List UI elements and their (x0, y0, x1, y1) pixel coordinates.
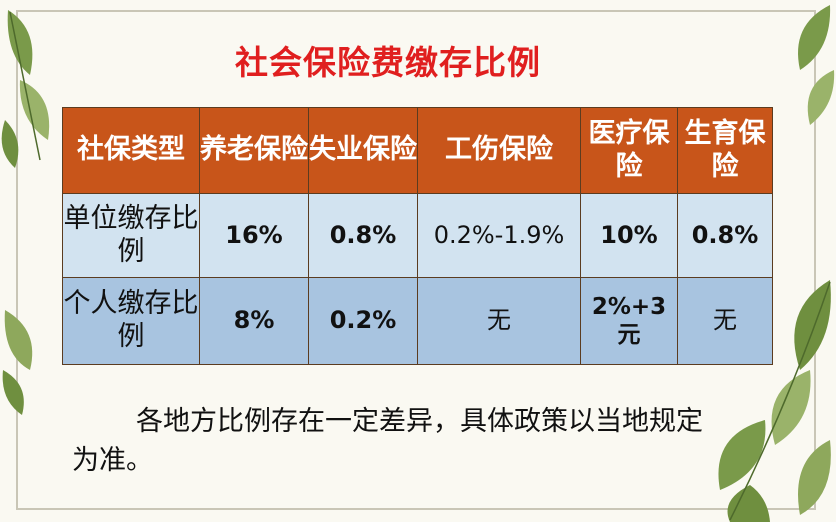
cell-employer-unemployment: 0.8% (308, 193, 418, 278)
policy-note: 各地方比例存在一定差异，具体政策以当地规定为准。 (72, 406, 703, 477)
page-title: 社会保险费缴存比例 (235, 43, 541, 82)
slide-frame (16, 10, 816, 510)
header-cell-unemployment: 失业保险 (308, 107, 418, 194)
cell-employer-injury: 0.2%-1.9% (417, 193, 581, 278)
cell-employer-medical: 10% (580, 193, 678, 278)
cell-individual-medical: 2%+3元 (580, 277, 678, 365)
cell-individual-maternity: 无 (677, 277, 773, 365)
cell-individual-unemployment: 0.2% (308, 277, 418, 365)
table-row: 个人缴存比例 8% 0.2% 无 2%+3元 无 (62, 277, 773, 365)
header-cell-injury: 工伤保险 (417, 107, 581, 194)
cell-employer-pension: 16% (199, 193, 309, 278)
header-cell-medical: 医疗保险 (580, 107, 678, 194)
insurance-ratio-table: 社保类型 养老保险 失业保险 工伤保险 医疗保险 生育保险 单位缴存比例 16%… (62, 107, 773, 365)
header-cell-maternity: 生育保险 (677, 107, 773, 194)
row-label-individual: 个人缴存比例 (62, 277, 200, 365)
table-header-row: 社保类型 养老保险 失业保险 工伤保险 医疗保险 生育保险 (62, 107, 773, 194)
cell-employer-maternity: 0.8% (677, 193, 773, 278)
row-label-employer: 单位缴存比例 (62, 193, 200, 278)
table-row: 单位缴存比例 16% 0.8% 0.2%-1.9% 10% 0.8% (62, 193, 773, 278)
header-cell-type: 社保类型 (62, 107, 200, 194)
cell-individual-pension: 8% (199, 277, 309, 365)
header-cell-pension: 养老保险 (199, 107, 309, 194)
cell-individual-injury: 无 (417, 277, 581, 365)
